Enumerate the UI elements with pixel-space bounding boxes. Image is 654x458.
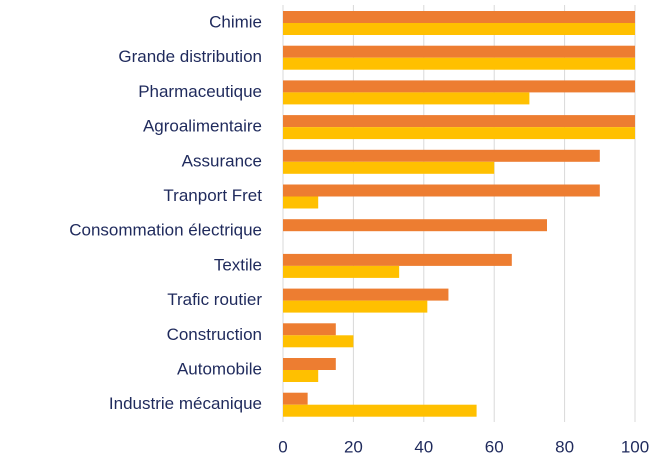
bar (283, 11, 635, 23)
bar (283, 253, 512, 266)
bar (283, 323, 336, 336)
x-tick-label: 20 (344, 437, 363, 456)
bar (283, 300, 428, 313)
bar (283, 288, 449, 301)
bar (283, 358, 336, 370)
y-tick-label: Textile (214, 255, 262, 274)
x-tick-label: 40 (414, 437, 433, 456)
y-tick-label: Grande distribution (118, 47, 262, 66)
bar (283, 23, 635, 35)
y-tick-label: Construction (167, 325, 262, 344)
bar (283, 265, 400, 278)
y-tick-label: Consommation électrique (69, 221, 262, 240)
y-tick-label: Automobile (177, 359, 262, 378)
y-tick-label: Agroalimentaire (143, 117, 262, 136)
bar (283, 161, 495, 174)
y-tick-label: Assurance (182, 151, 262, 170)
bar (283, 404, 477, 417)
bar (283, 92, 530, 105)
bar (283, 149, 600, 162)
bar (283, 370, 319, 382)
bar (283, 115, 635, 128)
x-tick-label: 0 (278, 437, 287, 456)
bar (283, 57, 635, 70)
bar (283, 219, 547, 232)
bar (283, 45, 635, 58)
y-tick-label: Trafic routier (167, 290, 262, 309)
bar (283, 392, 308, 405)
y-tick-label: Chimie (209, 12, 262, 31)
y-tick-label: Tranport Fret (163, 186, 262, 205)
bar (283, 335, 354, 348)
x-tick-label: 80 (555, 437, 574, 456)
bar (283, 127, 635, 140)
bar (283, 196, 319, 209)
x-tick-label: 100 (621, 437, 649, 456)
bar (283, 80, 635, 93)
bar (283, 184, 600, 197)
y-tick-label: Pharmaceutique (138, 82, 262, 101)
x-tick-label: 60 (485, 437, 504, 456)
y-tick-label: Industrie mécanique (109, 394, 262, 413)
